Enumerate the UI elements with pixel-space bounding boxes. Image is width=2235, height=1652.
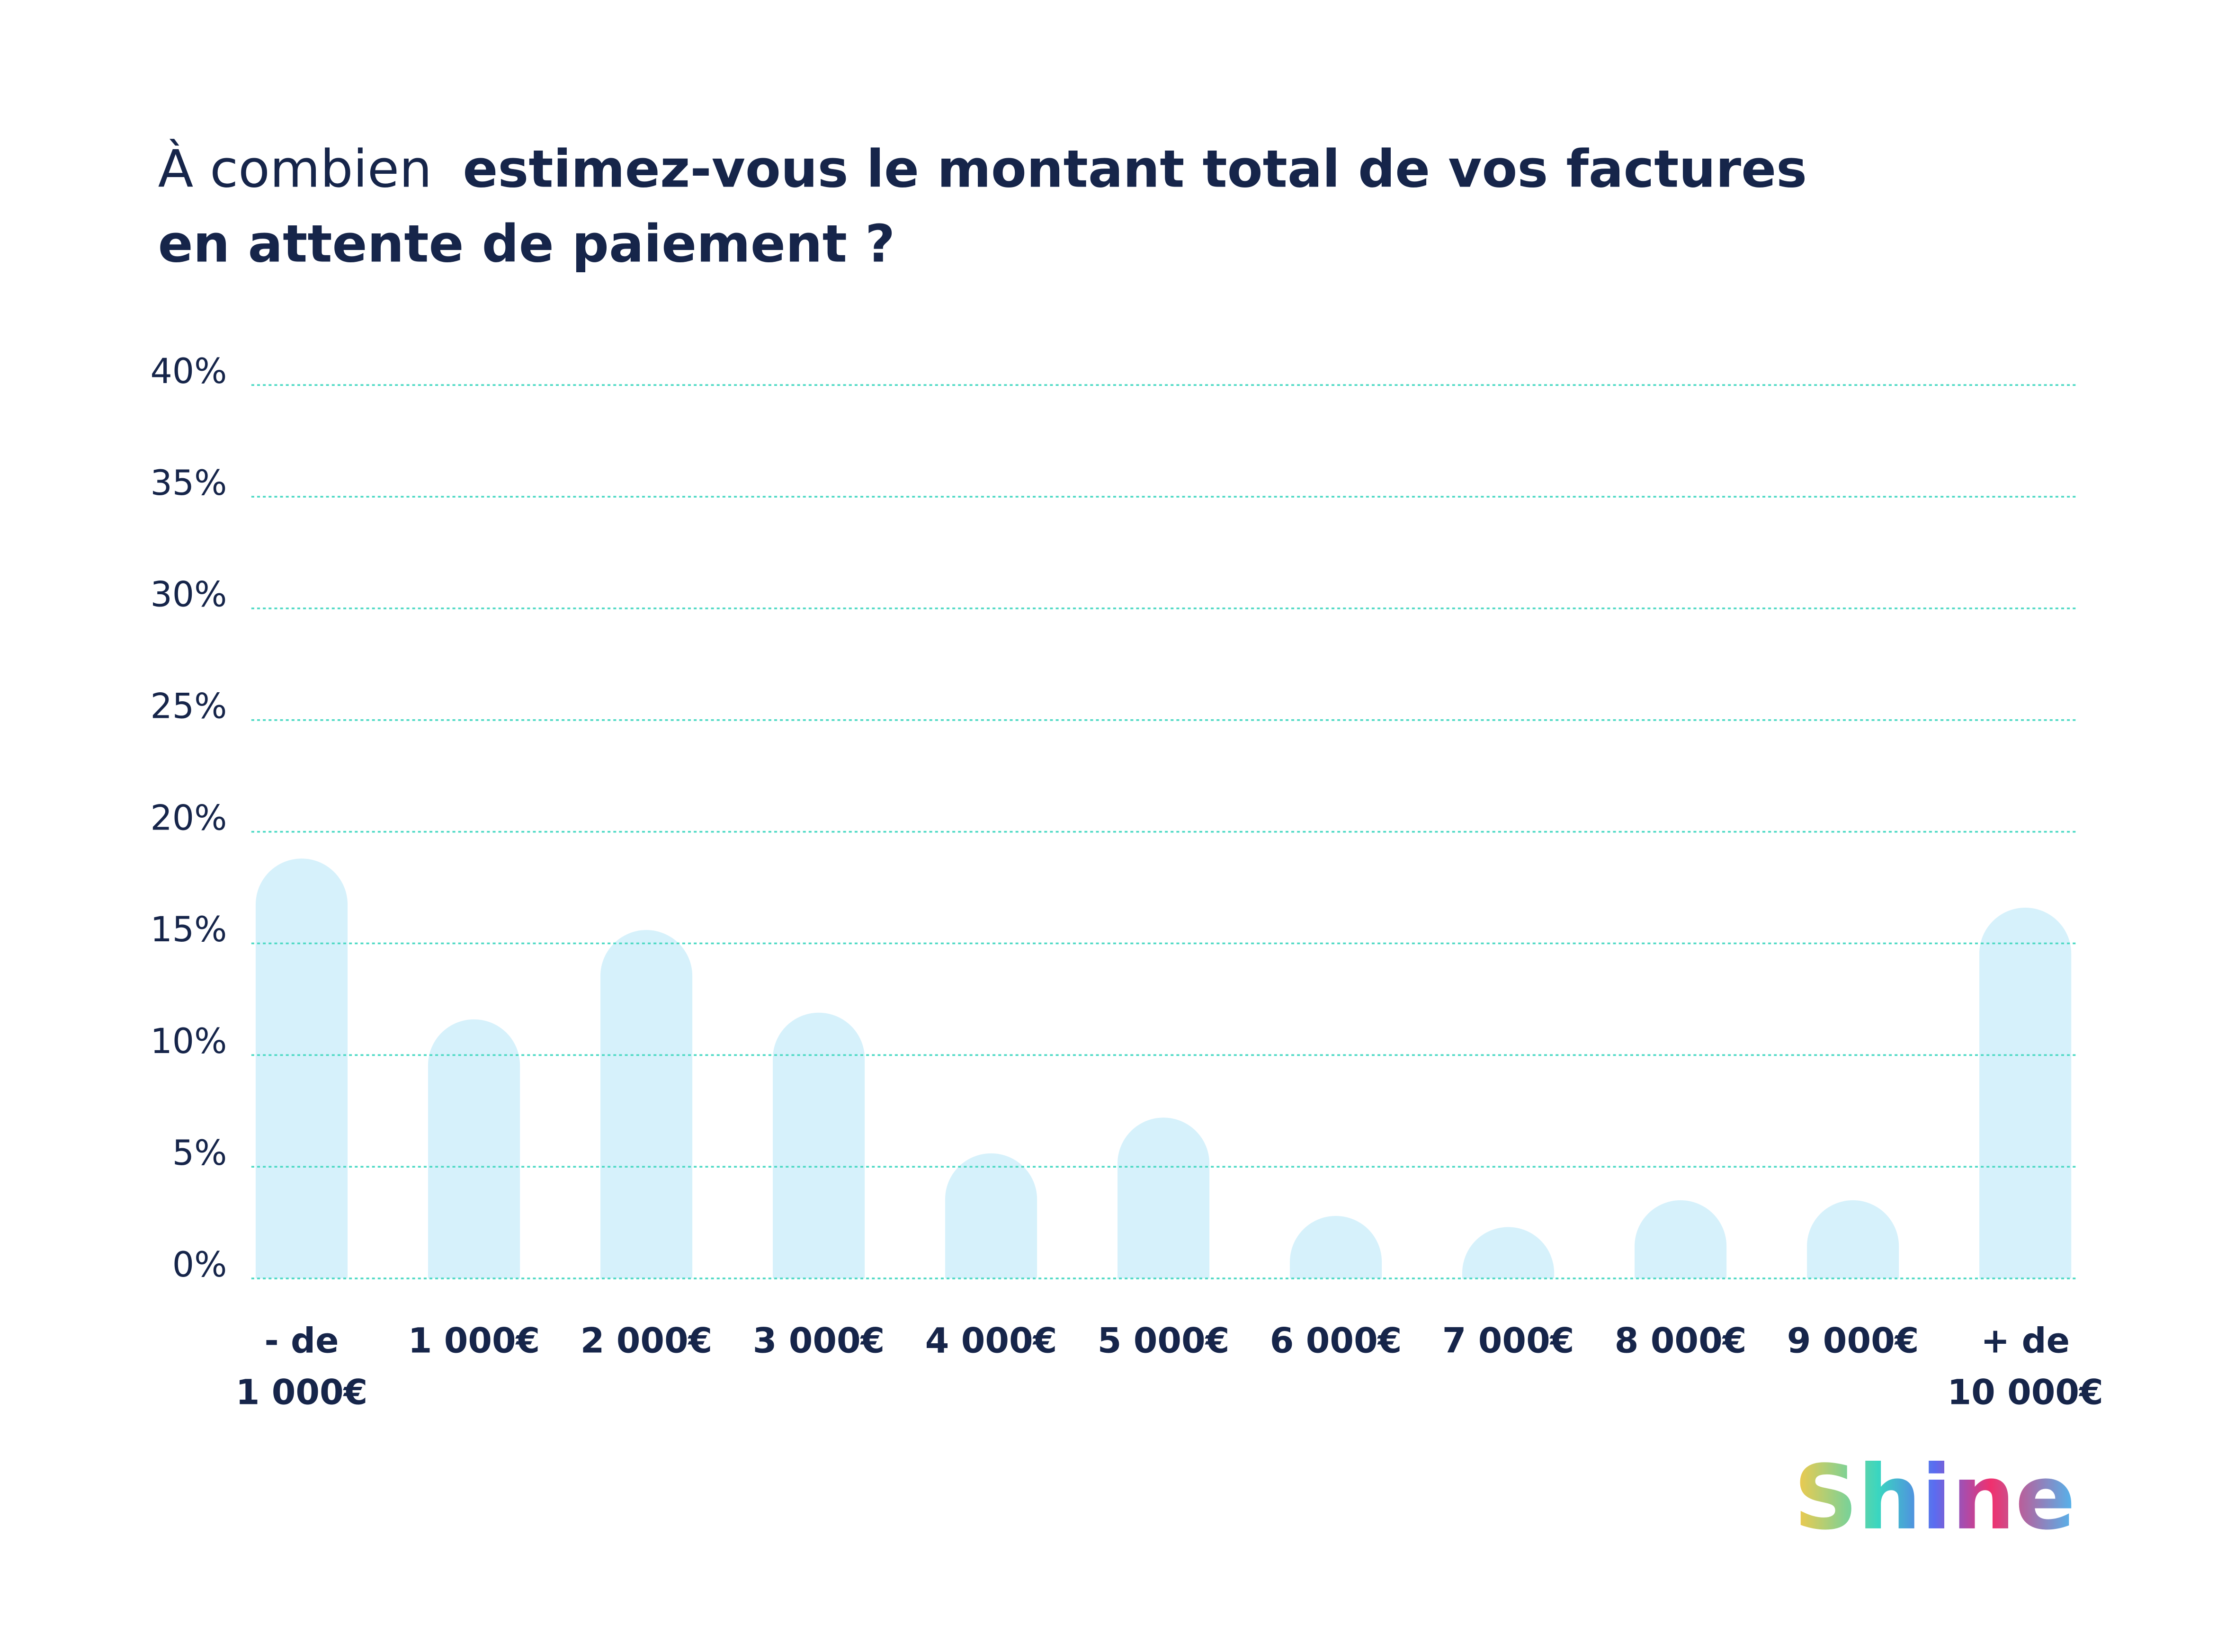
y-tick-label: 35%	[150, 463, 227, 503]
x-tick-label: 5 000€	[1098, 1321, 1230, 1361]
x-tick-line: + de	[1981, 1321, 2070, 1361]
bar	[772, 1012, 865, 1279]
brand-logo: Shine	[1794, 1446, 2075, 1550]
x-tick-line: - de	[264, 1321, 339, 1361]
bar	[1118, 1117, 1210, 1279]
chart-title: en attente de paiement ?	[158, 214, 895, 274]
x-tick-label: - de 1 000€	[236, 1321, 368, 1413]
x-tick-label: 4 000€	[925, 1321, 1057, 1361]
title-part: estimez-vous le montant total de vos fac…	[463, 139, 1807, 199]
x-tick-line: 10 000€	[1947, 1373, 2103, 1413]
bar	[255, 858, 348, 1279]
x-tick-label: 3 000€	[753, 1321, 885, 1361]
y-tick-label: 20%	[150, 798, 227, 838]
y-tick-label: 0%	[172, 1245, 227, 1285]
bar	[1635, 1200, 1727, 1279]
y-tick-label: 40%	[150, 351, 227, 392]
x-tick-label: 1 000€	[408, 1321, 540, 1361]
x-tick-label: 2 000€	[581, 1321, 713, 1361]
chart-title: À combien estimez-vous le montant total …	[158, 139, 1807, 199]
bar	[1462, 1227, 1555, 1279]
title-part: À combien	[158, 139, 432, 199]
x-tick-label: 6 000€	[1270, 1321, 1402, 1361]
bar	[1807, 1200, 1899, 1279]
x-tick-label: 7 000€	[1442, 1321, 1574, 1361]
x-tick-line: 1 000€	[236, 1373, 368, 1413]
y-tick-label: 30%	[150, 575, 227, 615]
bar	[1290, 1215, 1382, 1279]
bar	[600, 930, 693, 1279]
x-tick-label: + de 10 000€	[1947, 1321, 2103, 1413]
x-tick-label: 9 000€	[1787, 1321, 1919, 1361]
bar	[1979, 908, 2072, 1279]
y-tick-label: 5%	[172, 1133, 227, 1173]
bar	[428, 1019, 520, 1279]
y-tick-label: 15%	[150, 910, 227, 950]
bar	[945, 1153, 1037, 1279]
x-tick-label: 8 000€	[1615, 1321, 1747, 1361]
y-tick-label: 10%	[150, 1021, 227, 1062]
y-tick-label: 25%	[150, 687, 227, 727]
